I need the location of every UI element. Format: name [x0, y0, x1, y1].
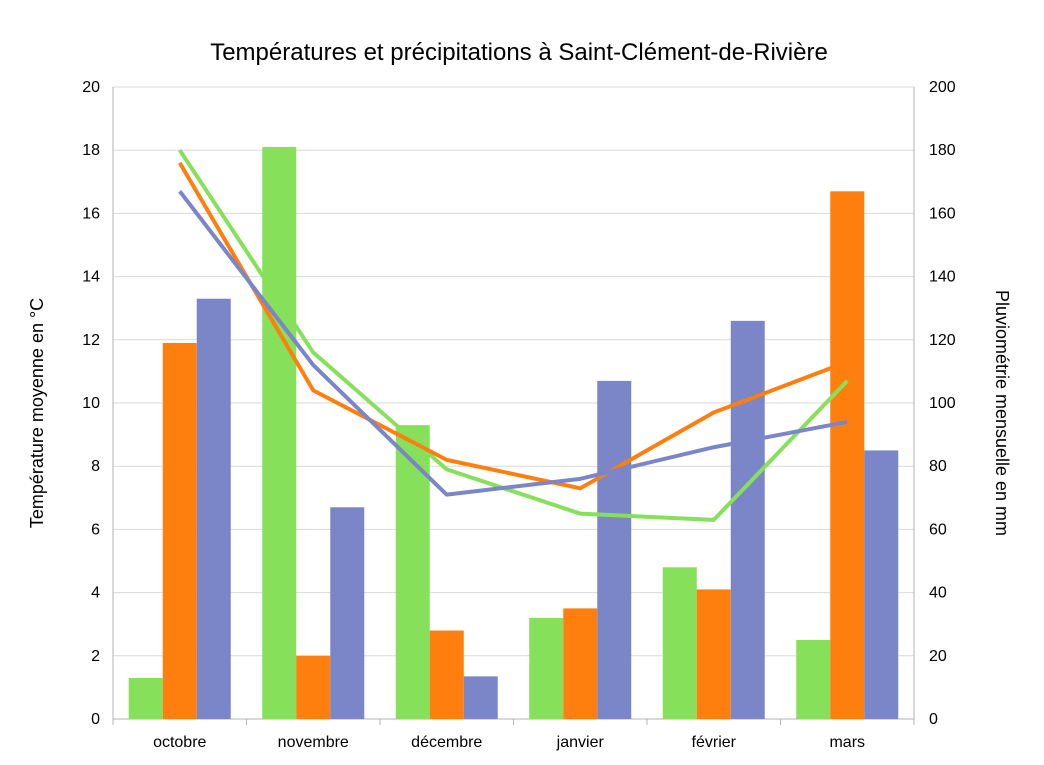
x-tick-label: octobre — [153, 734, 206, 751]
y2-tick-label: 200 — [929, 79, 956, 96]
bar — [696, 589, 731, 719]
lines — [178, 149, 849, 522]
y2-tick-label: 80 — [929, 458, 947, 475]
y2-tick-label: 140 — [929, 269, 956, 286]
y-tick-label: 4 — [91, 585, 100, 602]
y-tick-label: 20 — [82, 79, 100, 96]
y2-tick-label: 40 — [929, 585, 947, 602]
y2-tick-label: 60 — [929, 521, 947, 538]
tick-labels: 0246810121416182002040608010012014016018… — [82, 79, 956, 751]
bar — [330, 507, 365, 719]
bar — [296, 655, 331, 719]
y2-tick-label: 0 — [929, 711, 938, 728]
bar — [395, 425, 430, 719]
chart-title: Températures et précipitations à Saint-C… — [210, 39, 828, 66]
bar — [196, 298, 231, 719]
y2-tick-label: 20 — [929, 648, 947, 665]
bar — [830, 191, 865, 719]
bar — [597, 380, 632, 719]
bar — [662, 567, 697, 719]
y-tick-label: 8 — [91, 458, 100, 475]
y-tick-label: 12 — [82, 332, 100, 349]
x-tick-label: novembre — [278, 734, 349, 751]
y-tick-label: 18 — [82, 142, 100, 159]
bars — [128, 147, 899, 720]
bar — [162, 342, 197, 719]
y-axis-title: Température moyenne en °C — [27, 298, 47, 528]
bar — [563, 608, 598, 719]
y2-tick-label: 160 — [929, 205, 956, 222]
y2-tick-label: 180 — [929, 142, 956, 159]
x-tick-label: janvier — [556, 734, 605, 751]
x-tick-label: mars — [829, 734, 865, 751]
y-tick-label: 6 — [91, 521, 100, 538]
x-tick-label: février — [692, 734, 737, 751]
x-tick-label: décembre — [411, 734, 482, 751]
bar — [429, 630, 464, 719]
y-tick-label: 0 — [91, 711, 100, 728]
gridlines — [112, 86, 915, 725]
series-line — [178, 161, 848, 491]
y-tick-label: 14 — [82, 269, 100, 286]
y-tick-label: 16 — [82, 205, 100, 222]
y2-axis-title: Pluviométrie mensuelle en mm — [992, 290, 1012, 536]
y2-tick-label: 120 — [929, 332, 956, 349]
bar — [730, 320, 765, 719]
bar — [128, 677, 163, 719]
bar — [262, 147, 297, 720]
bar — [864, 450, 899, 719]
bar — [529, 617, 564, 719]
y-tick-label: 2 — [91, 648, 100, 665]
series-line — [178, 149, 849, 522]
series-line — [178, 190, 848, 497]
y-tick-label: 10 — [82, 395, 100, 412]
bar — [796, 640, 831, 719]
bar — [463, 676, 498, 719]
y2-tick-label: 100 — [929, 395, 956, 412]
